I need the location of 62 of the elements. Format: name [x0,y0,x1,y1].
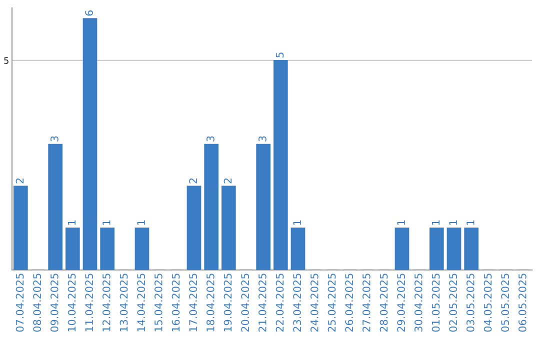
bar [273,60,288,270]
bar [204,144,219,270]
bar [82,18,98,270]
x-tick-label: 03.05.2025 [466,274,474,332]
data-label: 1 [102,220,110,225]
x-tick-label: 30.04.2025 [414,274,422,332]
x-tick-label: 23.04.2025 [293,274,302,332]
x-tick-label: 14.04.2025 [137,274,146,332]
data-label: 2 [224,178,232,184]
x-tick-label: 02.05.2025 [449,274,458,332]
bar [464,228,479,270]
x-tick-label: 09.04.2025 [50,274,58,332]
x-tick-label: 01.05.2025 [432,274,440,332]
x-tick-label: 15.04.2025 [154,274,162,332]
bar [290,228,306,270]
data-label: 2 [189,178,197,184]
data-label: 6 [85,10,94,16]
data-label: 3 [50,136,58,142]
data-label: 1 [449,220,457,225]
x-tick-label: 24.04.2025 [310,274,318,332]
bar [186,186,202,270]
x-tick-label: 12.04.2025 [102,274,110,332]
data-label: 1 [432,220,440,225]
x-tick-label: 05.05.2025 [501,274,510,332]
data-label: 1 [466,220,474,225]
x-tick-label: 13.04.2025 [120,274,128,332]
bar [429,228,444,270]
data-label: 5 [276,52,284,58]
bar [48,144,63,270]
data-label: 3 [258,136,266,142]
x-tick-label: 25.04.2025 [328,274,336,332]
data-label: 2 [16,178,24,184]
data-label: 1 [397,220,405,225]
x-tick-label: 11.04.2025 [85,274,94,332]
data-label: 1 [293,220,301,225]
bar [13,186,28,270]
x-tick-label: 21.04.2025 [258,274,266,332]
x-tick-label: 28.04.2025 [380,274,388,332]
bar [256,144,271,270]
data-label: 1 [68,220,76,225]
x-tick-label: 27.04.2025 [362,274,370,332]
bar [65,228,80,270]
x-tick-label: 06.05.2025 [518,274,526,332]
bar [394,228,410,270]
x-tick-label: 16.04.2025 [172,274,180,332]
x-tick-label: 22.04.2025 [276,274,284,332]
bar [100,228,115,270]
x-tick-label: 04.05.2025 [484,274,492,332]
bar [446,228,462,270]
x-tick-label: 18.04.2025 [206,274,214,332]
x-tick-label: 26.04.2025 [345,274,354,332]
data-label: 1 [137,220,145,225]
bar [221,186,236,270]
x-tick-label: 19.04.2025 [224,274,232,332]
x-tick-label: 29.04.2025 [397,274,406,332]
x-tick-label: 07.04.2025 [16,274,24,332]
bar [134,228,150,270]
data-label: 3 [206,136,214,142]
x-tick-label: 20.04.2025 [241,274,250,332]
x-tick-label: 17.04.2025 [189,274,198,332]
x-tick-label: 08.04.2025 [33,274,42,332]
x-tick-label: 10.04.2025 [68,274,76,332]
